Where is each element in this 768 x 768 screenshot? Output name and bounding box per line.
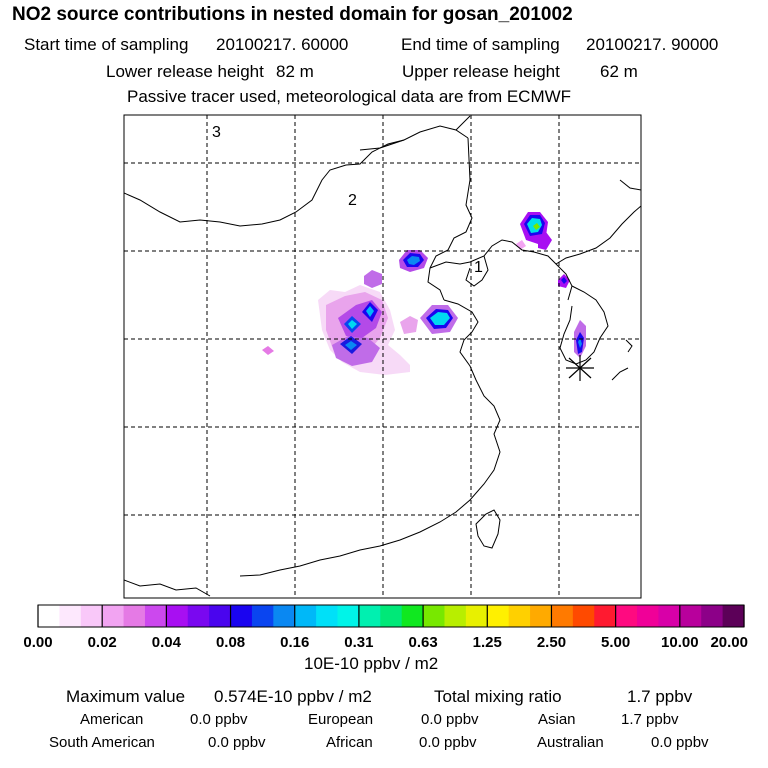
- concentration-field: [262, 212, 586, 375]
- colorbar-swatch: [316, 605, 339, 627]
- colorbar-swatch: [658, 605, 681, 627]
- colorbar-swatch: [358, 605, 381, 627]
- colorbar-swatch: [102, 605, 125, 627]
- colorbar-swatch: [637, 605, 660, 627]
- max-value-label: Maximum value: [66, 687, 186, 706]
- grid-lines: [124, 115, 641, 598]
- lower-release-value: 82 m: [276, 62, 314, 81]
- colorbar-tick-label: 0.04: [152, 634, 182, 651]
- map-frame: [123, 114, 642, 599]
- colorbar-swatch: [337, 605, 360, 627]
- colorbar-tick-label: 5.00: [601, 634, 630, 651]
- receptor-star-icon: [566, 355, 594, 381]
- coastlines: [124, 115, 641, 597]
- colorbar-swatch: [59, 605, 82, 627]
- colorbar-swatch: [594, 605, 617, 627]
- region-name: African: [326, 734, 373, 751]
- colorbar-swatch: [80, 605, 103, 627]
- colorbar-tick-label: 2.50: [537, 634, 566, 651]
- start-time-label: Start time of sampling: [24, 35, 189, 54]
- colorbar-swatch: [273, 605, 296, 627]
- region-value: 0.0 ppbv: [419, 734, 477, 751]
- end-time-label: End time of sampling: [401, 35, 560, 54]
- colorbar-swatch: [187, 605, 210, 627]
- colorbar-tick-label: 10.00: [661, 634, 699, 651]
- region-name: South American: [49, 734, 155, 751]
- colorbar-swatch: [380, 605, 403, 627]
- colorbar-swatch: [123, 605, 146, 627]
- lower-release-label: Lower release height: [106, 62, 264, 81]
- region-value: 1.7 ppbv: [621, 711, 679, 728]
- colorbar-swatch: [701, 605, 724, 627]
- figure-title: NO2 source contributions in nested domai…: [12, 4, 573, 25]
- colorbar-swatch: [615, 605, 638, 627]
- region-value: 0.0 ppbv: [421, 711, 479, 728]
- colorbar-swatch: [508, 605, 531, 627]
- colorbar-swatch: [251, 605, 274, 627]
- upper-release-value: 62 m: [600, 62, 638, 81]
- colorbar-swatch: [144, 605, 167, 627]
- end-time-value: 20100217. 90000: [586, 35, 719, 54]
- colorbar-swatch: [551, 605, 574, 627]
- colorbar-swatch: [444, 605, 467, 627]
- colorbar-swatch: [423, 605, 446, 627]
- colorbar-swatch: [209, 605, 232, 627]
- upper-release-label: Upper release height: [402, 62, 560, 81]
- colorbar-swatch: [465, 605, 488, 627]
- total-mixing-value: 1.7 ppbv: [627, 687, 693, 706]
- total-mixing-label: Total mixing ratio: [434, 687, 562, 706]
- colorbar-tick-label: 0.08: [216, 634, 245, 651]
- region-name: European: [308, 711, 374, 728]
- region-value: 0.0 ppbv: [190, 711, 248, 728]
- region-name: American: [80, 711, 144, 728]
- colorbar-tick-label: 0.31: [344, 634, 373, 651]
- colorbar-tick-label: 0.02: [88, 634, 117, 651]
- region-label-3: 3: [212, 124, 221, 141]
- colorbar-unit: 10E-10 ppbv / m2: [304, 654, 439, 673]
- region-name: Asian: [538, 711, 576, 728]
- colorbar-swatch: [530, 605, 553, 627]
- region-label-1: 1: [474, 259, 483, 276]
- tracer-note: Passive tracer used, meteorological data…: [127, 87, 572, 106]
- max-value: 0.574E-10 ppbv / m2: [214, 687, 372, 706]
- region-name: Australian: [537, 734, 604, 751]
- colorbar-tick-label: 0.63: [408, 634, 437, 651]
- region-value: 0.0 ppbv: [208, 734, 266, 751]
- start-time-value: 20100217. 60000: [216, 35, 349, 54]
- colorbar-tick-label: 0.16: [280, 634, 309, 651]
- colorbar-swatch: [401, 605, 424, 627]
- colorbar-swatch: [572, 605, 595, 627]
- colorbar-swatch: [722, 605, 745, 627]
- region-label-2: 2: [348, 192, 357, 209]
- colorbar-tick-label: 20.00: [710, 634, 748, 651]
- region-value: 0.0 ppbv: [651, 734, 709, 751]
- colorbar-tick-label: 0.00: [23, 634, 52, 651]
- colorbar-swatch: [487, 605, 510, 627]
- colorbar-swatch: [166, 605, 189, 627]
- colorbar-tick-label: 1.25: [473, 634, 502, 651]
- colorbar-swatch: [294, 605, 317, 627]
- colorbar-swatch: [230, 605, 253, 627]
- colorbar-swatch: [679, 605, 702, 627]
- colorbar-swatch: [38, 605, 60, 627]
